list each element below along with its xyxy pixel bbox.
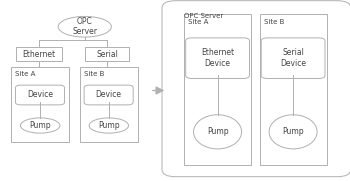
Text: Site B: Site B [264, 19, 284, 25]
Text: Pump: Pump [98, 121, 120, 130]
Ellipse shape [269, 115, 317, 149]
FancyBboxPatch shape [80, 67, 138, 142]
Text: Serial
Device: Serial Device [280, 49, 306, 68]
Text: OPC Server: OPC Server [184, 13, 224, 19]
Text: OPC
Server: OPC Server [72, 17, 97, 36]
FancyBboxPatch shape [85, 47, 130, 61]
Text: Device: Device [96, 90, 122, 100]
Ellipse shape [89, 118, 128, 133]
Ellipse shape [194, 115, 241, 149]
Text: Site A: Site A [15, 71, 35, 77]
FancyBboxPatch shape [261, 38, 325, 79]
Text: Pump: Pump [207, 127, 229, 136]
FancyBboxPatch shape [184, 14, 251, 165]
FancyBboxPatch shape [11, 67, 69, 142]
Text: Site A: Site A [188, 19, 209, 25]
Text: Ethernet: Ethernet [23, 50, 56, 59]
FancyBboxPatch shape [84, 85, 133, 105]
FancyBboxPatch shape [15, 85, 64, 105]
Ellipse shape [20, 118, 60, 133]
Text: Site B: Site B [84, 71, 104, 77]
Text: Pump: Pump [282, 127, 304, 136]
FancyBboxPatch shape [186, 38, 250, 79]
FancyBboxPatch shape [260, 14, 327, 165]
FancyBboxPatch shape [162, 1, 350, 177]
Text: Serial: Serial [96, 50, 118, 59]
Text: Ethernet
Device: Ethernet Device [201, 49, 234, 68]
FancyBboxPatch shape [16, 47, 62, 61]
Text: Device: Device [27, 90, 53, 100]
Ellipse shape [58, 16, 111, 37]
Text: Pump: Pump [29, 121, 51, 130]
